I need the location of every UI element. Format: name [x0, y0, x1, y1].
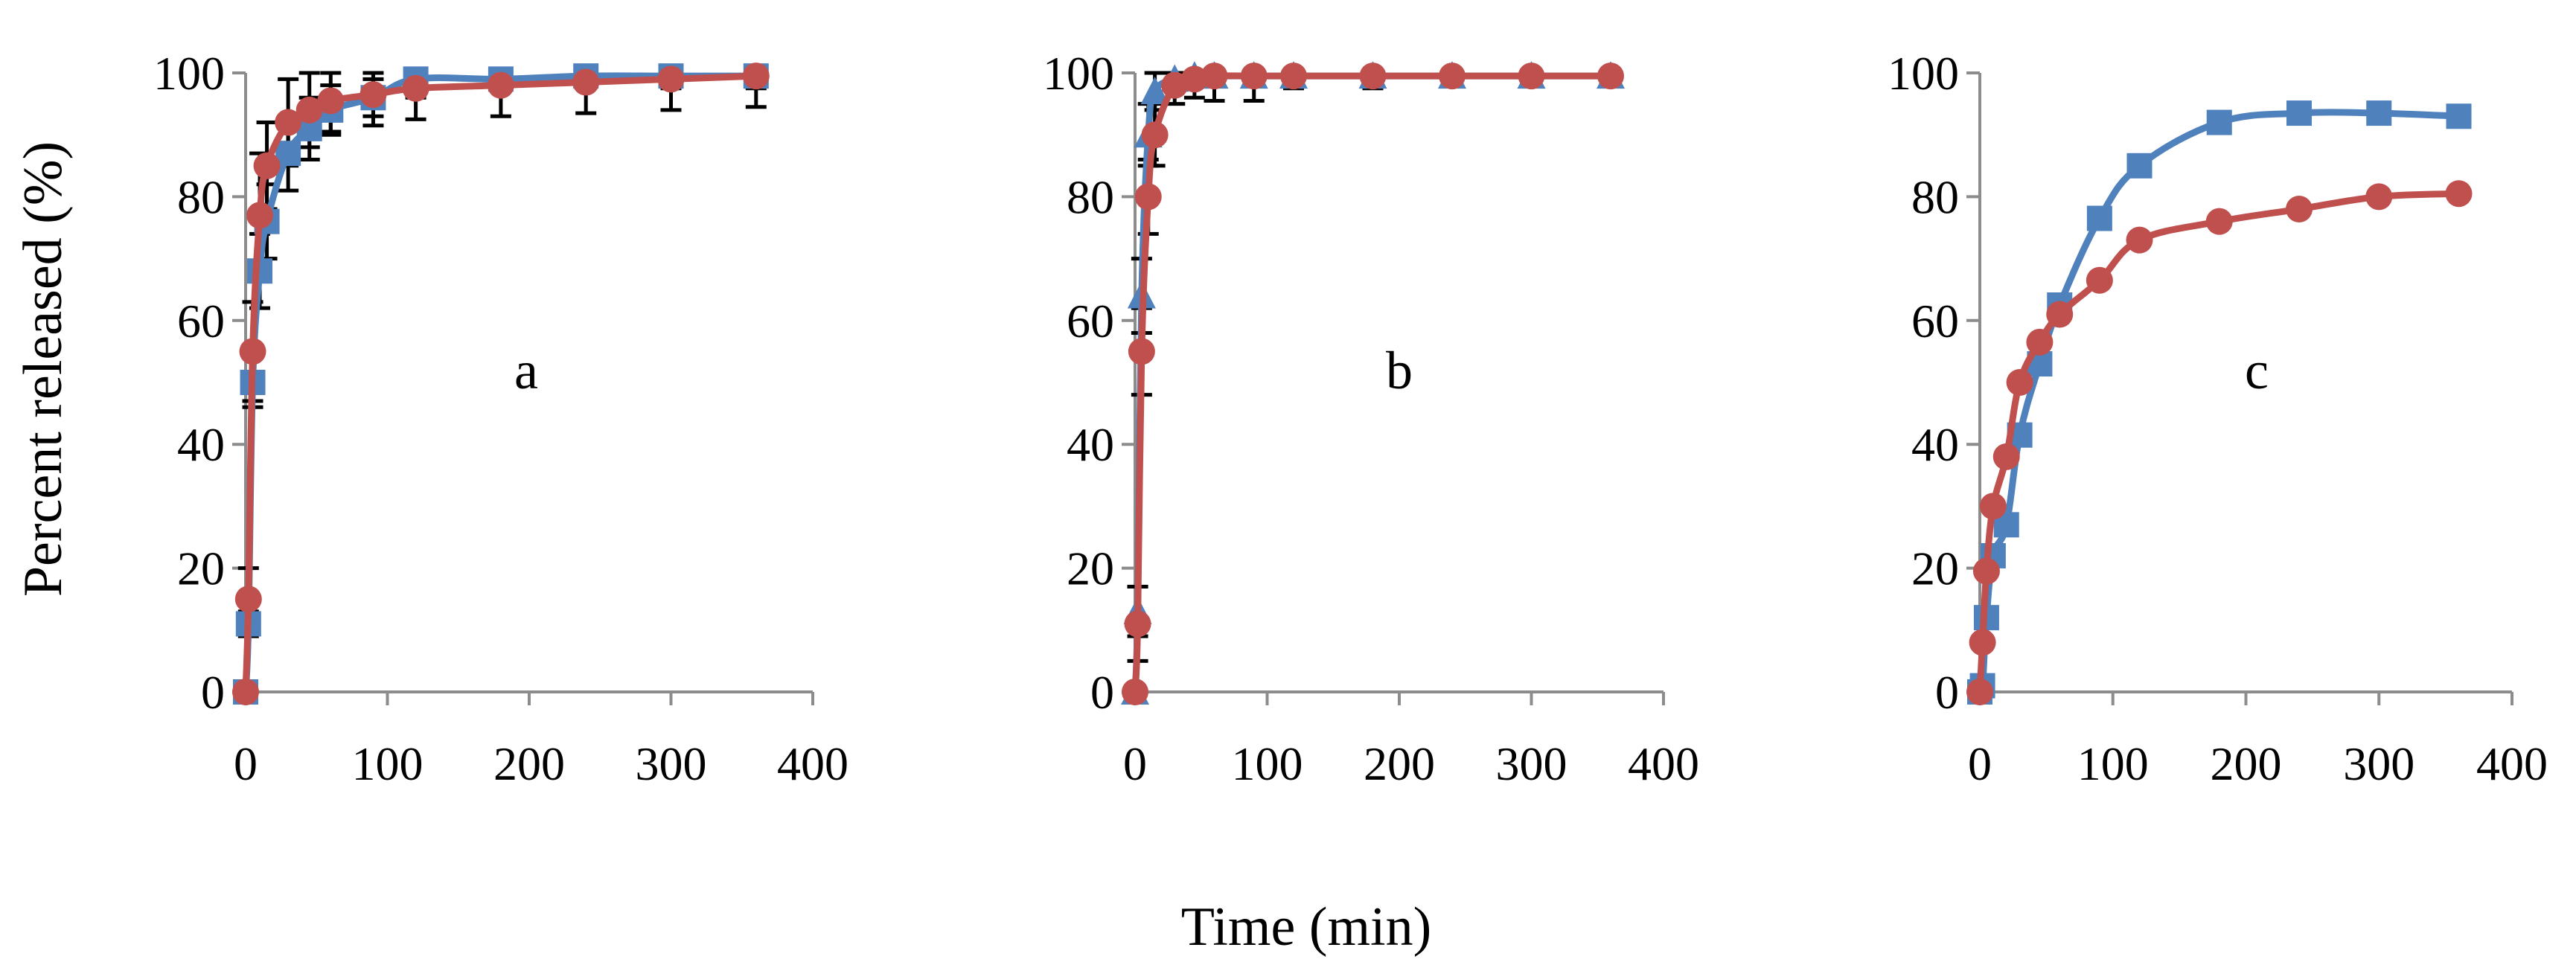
data-point [1979, 493, 2007, 520]
series-line-1 [242, 72, 760, 696]
y-tick-label: 80 [177, 170, 225, 223]
data-point [1992, 443, 2020, 470]
y-tick-label: 20 [177, 542, 225, 595]
data-point [234, 586, 262, 613]
series-line-2 [242, 72, 760, 696]
series-line-2 [1131, 72, 1614, 696]
data-point [1518, 62, 1545, 90]
x-axis-title: Time (min) [1181, 897, 1431, 958]
data-point [1439, 62, 1466, 90]
y-tick-label: 0 [1935, 666, 1959, 719]
data-point [275, 141, 301, 167]
y-tick-label: 40 [177, 418, 225, 471]
data-point [1128, 338, 1155, 365]
data-point [232, 679, 259, 705]
x-tick-label: 200 [2211, 737, 2282, 790]
x-tick-label: 300 [2343, 737, 2414, 790]
y-tick-label: 40 [1067, 418, 1114, 471]
x-tick-label: 200 [1364, 737, 1435, 790]
data-point [1280, 62, 1307, 90]
y-tick-label: 100 [1888, 47, 1959, 100]
data-point [1141, 121, 1169, 149]
x-tick-label: 200 [493, 737, 565, 790]
data-point [253, 152, 281, 179]
data-point [2126, 226, 2153, 254]
series-line-1 [1131, 72, 1614, 696]
panel-label: b [1386, 341, 1413, 400]
data-point [2046, 301, 2074, 328]
data-point [1597, 62, 1624, 90]
data-point [572, 68, 600, 96]
data-point [2206, 109, 2232, 135]
chart-panel-a: 0 20 40 60 80 100 0 100 200 300 400 a [153, 47, 848, 790]
data-point [1201, 62, 1228, 90]
x-tick-label: 0 [234, 737, 258, 790]
data-point [1140, 76, 1169, 104]
series-line-2 [1976, 190, 2462, 696]
x-tick-label: 100 [352, 737, 424, 790]
y-tick-label: 20 [1911, 542, 1959, 595]
y-tick-label: 100 [1043, 47, 1114, 100]
data-point [246, 202, 274, 229]
panel-label: c [2245, 341, 2269, 400]
data-point [2026, 328, 2054, 356]
y-tick-label: 80 [1067, 170, 1114, 223]
data-point [275, 109, 302, 136]
data-point [1359, 62, 1387, 90]
y-tick-label: 80 [1911, 170, 1959, 223]
data-point [2205, 208, 2233, 235]
data-point [2086, 205, 2112, 231]
data-point [2126, 153, 2152, 179]
data-point [359, 81, 387, 109]
data-point [402, 74, 429, 102]
data-point [2445, 180, 2473, 208]
y-tick-label: 100 [153, 47, 225, 100]
x-tick-label: 400 [2476, 737, 2548, 790]
data-point [2286, 196, 2313, 223]
data-point [2365, 183, 2393, 211]
panel-label: a [514, 341, 538, 400]
data-point [2006, 369, 2033, 396]
data-point [657, 65, 685, 93]
data-point [1240, 62, 1268, 90]
data-point [2086, 266, 2113, 294]
data-point [295, 96, 323, 124]
x-tick-label: 0 [1123, 737, 1147, 790]
y-tick-label: 60 [177, 295, 225, 347]
data-point [2446, 103, 2472, 129]
data-point [239, 338, 266, 365]
y-tick-label: 40 [1911, 418, 1959, 471]
x-tick-label: 100 [2077, 737, 2149, 790]
y-tick-label: 60 [1911, 295, 1959, 347]
data-point [2366, 100, 2392, 126]
y-tick-label: 20 [1067, 542, 1114, 595]
data-point [1134, 183, 1162, 211]
data-point [487, 71, 514, 99]
chart-panel-c: 0 20 40 60 80 100 0 100 200 300 400 c [1888, 47, 2548, 790]
data-point [1122, 679, 1148, 705]
data-point [2286, 100, 2312, 126]
y-tick-label: 0 [1090, 666, 1114, 719]
x-tick-label: 400 [1628, 737, 1699, 790]
y-tick-label: 0 [201, 666, 225, 719]
data-point [1180, 65, 1208, 93]
data-point [1972, 557, 2000, 585]
data-point [317, 87, 345, 115]
y-tick-label: 60 [1067, 295, 1114, 347]
data-point [1124, 610, 1151, 638]
x-tick-label: 300 [636, 737, 707, 790]
data-point [1969, 629, 1996, 656]
y-axis-title: Percent released (%) [13, 141, 74, 597]
x-tick-label: 300 [1496, 737, 1567, 790]
data-point [1966, 679, 1993, 705]
chart-panel-b: 0 20 40 60 80 100 0 100 200 300 400 b [1043, 47, 1699, 790]
x-tick-label: 400 [777, 737, 848, 790]
x-tick-label: 100 [1232, 737, 1303, 790]
x-tick-label: 0 [1968, 737, 1992, 790]
data-point [742, 62, 770, 90]
